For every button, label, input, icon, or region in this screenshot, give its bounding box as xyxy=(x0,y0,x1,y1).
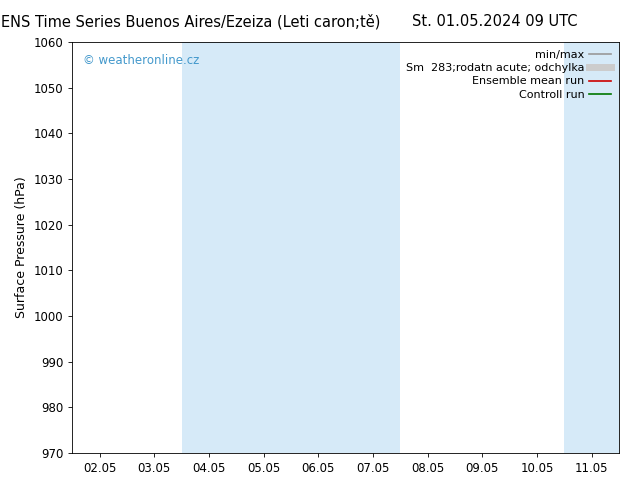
Text: St. 01.05.2024 09 UTC: St. 01.05.2024 09 UTC xyxy=(411,14,578,29)
Bar xyxy=(182,42,400,453)
Text: © weatheronline.cz: © weatheronline.cz xyxy=(83,54,200,68)
Legend: min/max, Sm  283;rodatn acute; odchylka, Ensemble mean run, Controll run: min/max, Sm 283;rodatn acute; odchylka, … xyxy=(404,48,614,102)
Bar xyxy=(564,42,619,453)
Text: ENS Time Series Buenos Aires/Ezeiza (Leti caron;tě): ENS Time Series Buenos Aires/Ezeiza (Let… xyxy=(1,14,380,29)
Y-axis label: Surface Pressure (hPa): Surface Pressure (hPa) xyxy=(15,176,28,318)
